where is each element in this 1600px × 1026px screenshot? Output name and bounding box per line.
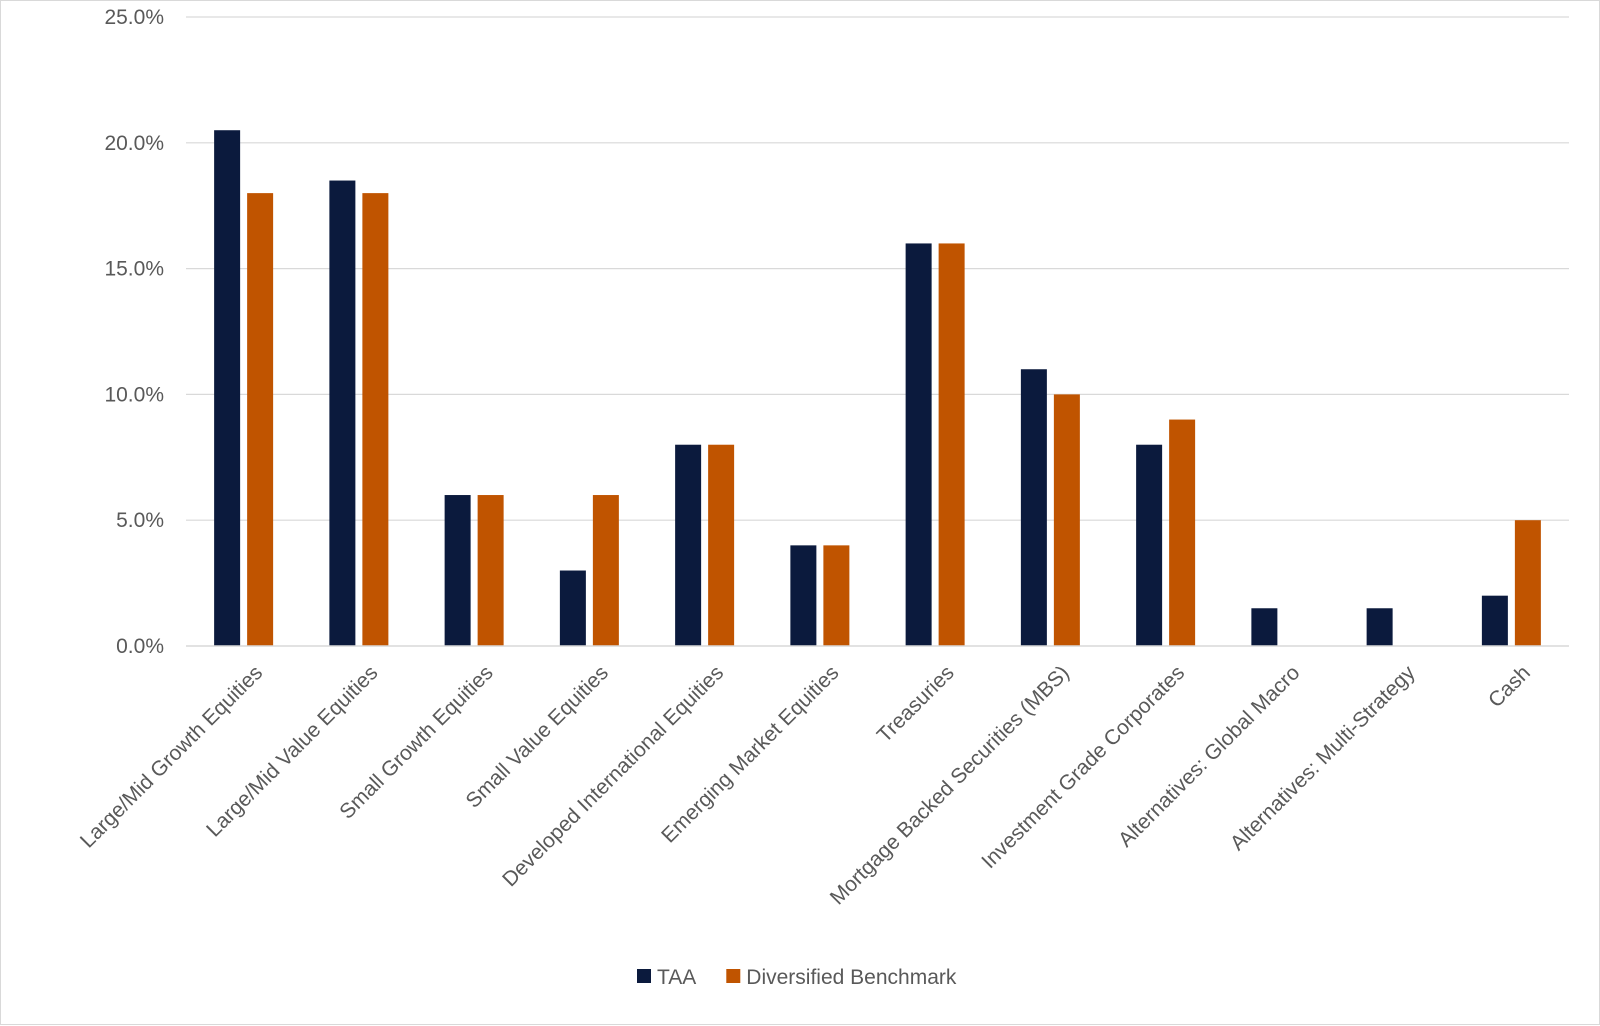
x-category-label: Mortgage Backed Securities (MBS)	[826, 661, 1074, 909]
bar-taa	[1136, 444, 1163, 646]
gridlines	[186, 16, 1569, 521]
x-category-label: Developed International Equities	[498, 661, 728, 891]
y-tick-label: 0.0%	[116, 635, 164, 658]
bar-taa	[444, 495, 471, 646]
x-category-label: Alternatives: Multi-Strategy	[1226, 661, 1420, 855]
bar-taa	[214, 130, 241, 647]
bar-taa	[675, 444, 702, 646]
bar-taa	[1020, 369, 1047, 646]
bar-diversified-benchmark	[823, 545, 850, 646]
y-tick-label: 20.0%	[104, 132, 164, 155]
bar-taa	[790, 545, 817, 646]
bars	[214, 130, 1541, 647]
bar-diversified-benchmark	[708, 444, 735, 646]
y-tick-label: 25.0%	[104, 6, 164, 29]
bar-diversified-benchmark	[1514, 520, 1541, 646]
bar-diversified-benchmark	[1053, 394, 1080, 646]
x-category-label: Treasuries	[873, 661, 959, 747]
y-tick-label: 10.0%	[104, 383, 164, 406]
bar-diversified-benchmark	[362, 193, 389, 646]
y-tick-label: 5.0%	[116, 509, 164, 532]
bar-taa	[905, 243, 932, 646]
bar-taa	[1366, 608, 1393, 646]
x-category-label: Cash	[1484, 661, 1535, 712]
bar-diversified-benchmark	[477, 495, 504, 646]
legend-label: Diversified Benchmark	[746, 966, 957, 989]
legend-swatch	[637, 969, 651, 983]
legend-label: TAA	[657, 966, 696, 989]
x-category-label: Investment Grade Corporates	[977, 661, 1189, 873]
bar-taa	[1481, 595, 1508, 646]
x-category-label: Alternatives: Global Macro	[1114, 661, 1304, 851]
bar-diversified-benchmark	[592, 495, 619, 646]
x-category-label: Large/Mid Growth Equities	[76, 661, 267, 852]
bar-diversified-benchmark	[247, 193, 274, 646]
bar-taa	[329, 180, 356, 647]
bar-taa	[559, 570, 586, 646]
bar-diversified-benchmark	[938, 243, 965, 646]
y-axis-tick-labels: 0.0% 5.0% 10.0% 15.0% 20.0% 25.0%	[104, 6, 164, 658]
bar-diversified-benchmark	[1169, 419, 1196, 646]
y-tick-label: 15.0%	[104, 258, 164, 281]
legend: TAA Diversified Benchmark	[637, 966, 957, 989]
bar-taa	[1251, 608, 1278, 646]
legend-swatch	[726, 969, 741, 983]
